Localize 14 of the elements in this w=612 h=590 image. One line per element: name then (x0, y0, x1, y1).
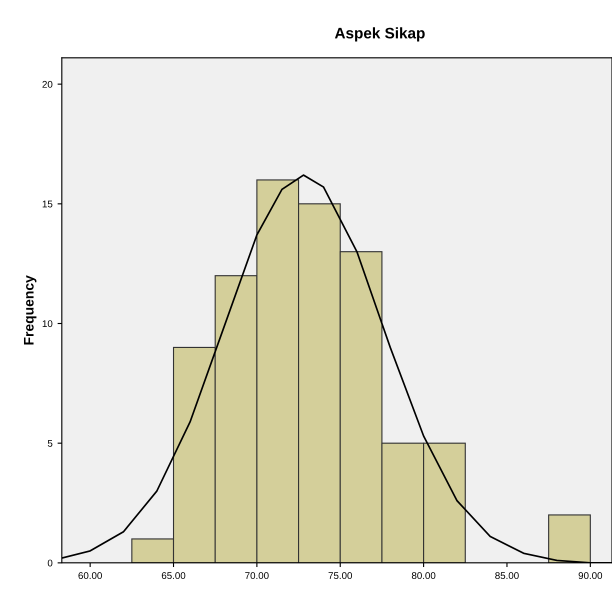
y-tick-label: 5 (48, 440, 52, 447)
y-tick-label: 10 (42, 320, 52, 328)
y-tick-label: 0 (48, 560, 52, 566)
y-axis-title: Frequency (24, 275, 36, 345)
x-tick-label: 65.00 (162, 572, 186, 580)
y-tick-label: 15 (42, 200, 52, 208)
x-tick-label: 90.00 (578, 572, 602, 580)
x-tick-label: 80.00 (412, 572, 436, 580)
x-tick-label: 70.00 (245, 572, 269, 580)
chart-title: Aspek Sikap (334, 27, 425, 42)
y-tick-label: 20 (42, 80, 52, 88)
x-tick-label: 75.00 (328, 572, 352, 580)
x-tick-label: 60.00 (78, 572, 102, 580)
x-tick-label: 85.00 (495, 572, 519, 580)
